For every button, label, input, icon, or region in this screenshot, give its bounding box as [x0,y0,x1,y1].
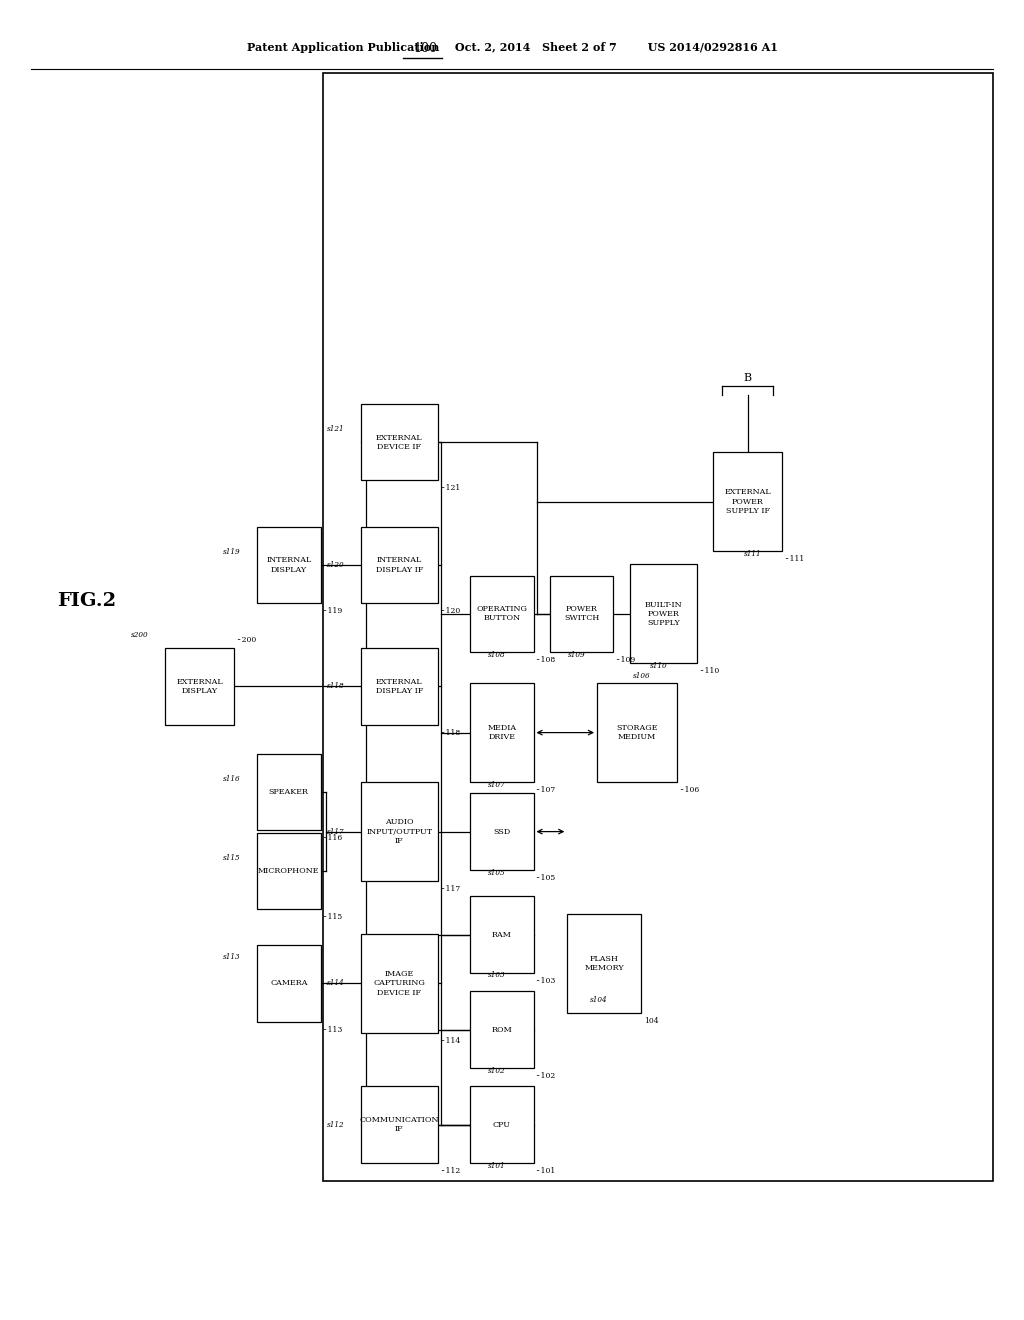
Text: s107: s107 [487,780,506,789]
Text: ╴200: ╴200 [238,636,257,644]
Text: RAM: RAM [492,931,512,939]
Text: s115: s115 [222,854,241,862]
Text: s117: s117 [327,828,344,836]
Text: s121: s121 [327,425,344,433]
Bar [567,913,641,1014]
Text: s112: s112 [327,1121,344,1129]
Text: ╴112: ╴112 [440,1167,460,1175]
Text: EXTERNAL
DISPLAY: EXTERNAL DISPLAY [176,677,223,696]
Text: ╴114: ╴114 [440,1038,460,1045]
Text: MICROPHONE: MICROPHONE [258,867,319,875]
Bar [323,73,993,1181]
Text: s200: s200 [130,631,148,639]
Text: ╴113: ╴113 [324,1026,343,1034]
Text: FLASH
MEMORY: FLASH MEMORY [585,954,624,973]
Text: EXTERNAL
DISPLAY IF: EXTERNAL DISPLAY IF [376,677,423,696]
Bar [470,991,534,1068]
Bar [470,576,534,652]
Text: ╴106: ╴106 [680,785,699,795]
Text: ╴118: ╴118 [440,729,460,737]
Text: FIG.2: FIG.2 [57,591,117,610]
Text: ╴116: ╴116 [324,834,343,842]
Text: ╴121: ╴121 [440,484,460,492]
Text: ╴119: ╴119 [324,607,343,615]
Text: CAMERA: CAMERA [270,979,307,987]
Bar [550,576,613,652]
Text: s103: s103 [487,972,506,979]
Text: ╴109: ╴109 [616,656,636,664]
Text: ╴107: ╴107 [537,785,556,795]
Text: ╴117: ╴117 [440,884,460,894]
Text: ╴115: ╴115 [324,913,343,921]
Text: EXTERNAL
DEVICE IF: EXTERNAL DEVICE IF [376,433,423,451]
Text: s116: s116 [222,775,241,783]
Bar [257,754,321,830]
Text: INTERNAL
DISPLAY IF: INTERNAL DISPLAY IF [376,556,423,574]
Text: SSD: SSD [494,828,510,836]
Bar [470,896,534,973]
Text: ╴108: ╴108 [537,656,556,664]
Bar [361,527,438,603]
Text: s108: s108 [487,651,506,659]
Text: 100: 100 [414,42,437,55]
Text: ╴102: ╴102 [537,1072,556,1080]
Text: MEDIA
DRIVE: MEDIA DRIVE [487,723,516,742]
Bar [361,781,438,882]
Text: s119: s119 [222,548,241,556]
Text: s109: s109 [567,651,586,659]
Bar [361,935,438,1032]
Bar [597,682,677,781]
Text: B: B [743,374,752,383]
Text: s114: s114 [327,979,344,987]
Text: s106: s106 [633,672,651,681]
Text: STORAGE
MEDIUM: STORAGE MEDIUM [616,723,657,742]
Bar [257,527,321,603]
Text: POWER
SWITCH: POWER SWITCH [564,605,599,623]
Text: COMMUNICATION
IF: COMMUNICATION IF [359,1115,439,1134]
Bar [470,793,534,870]
Text: s118: s118 [327,682,344,690]
Bar [470,1086,534,1163]
Text: Patent Application Publication    Oct. 2, 2014   Sheet 2 of 7        US 2014/029: Patent Application Publication Oct. 2, 2… [247,42,777,53]
Bar [361,648,438,725]
Text: ROM: ROM [492,1026,512,1034]
Text: s101: s101 [487,1162,506,1170]
Text: ╴105: ╴105 [537,874,556,882]
Text: ╴110: ╴110 [700,667,719,676]
Text: INTERNAL
DISPLAY: INTERNAL DISPLAY [266,556,311,574]
Bar [631,565,697,663]
Text: 104: 104 [644,1016,658,1026]
Bar [713,453,782,552]
Bar [470,682,534,781]
Text: ╴120: ╴120 [440,607,460,615]
Text: EXTERNAL
POWER
SUPPLY IF: EXTERNAL POWER SUPPLY IF [724,488,771,515]
Text: ╴101: ╴101 [537,1167,556,1175]
Bar [361,404,438,480]
Text: s113: s113 [222,953,241,961]
Text: s110: s110 [649,661,668,671]
Bar [165,648,234,725]
Bar [257,833,321,909]
Text: AUDIO
INPUT/OUTPUT
IF: AUDIO INPUT/OUTPUT IF [367,818,432,845]
Bar [257,945,321,1022]
Text: s102: s102 [487,1067,506,1074]
Text: s105: s105 [487,869,506,876]
Text: IMAGE
CAPTURING
DEVICE IF: IMAGE CAPTURING DEVICE IF [374,970,425,997]
Text: SPEAKER: SPEAKER [268,788,309,796]
Text: ╴111: ╴111 [785,554,805,564]
Text: CPU: CPU [493,1121,511,1129]
Text: s120: s120 [327,561,344,569]
Text: s104: s104 [590,995,608,1005]
Text: ╴103: ╴103 [537,977,556,985]
Text: BUILT-IN
POWER
SUPPLY: BUILT-IN POWER SUPPLY [645,601,682,627]
Bar [361,1086,438,1163]
Text: OPERATING
BUTTON: OPERATING BUTTON [476,605,527,623]
Text: s111: s111 [743,549,762,558]
